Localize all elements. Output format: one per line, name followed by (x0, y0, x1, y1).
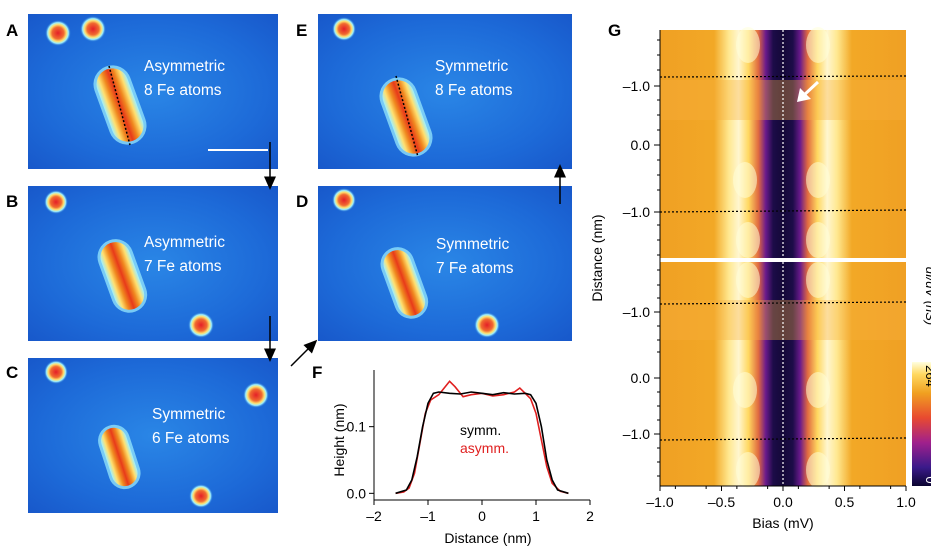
stm-label-atoms: 8 Fe atoms (435, 82, 513, 99)
adatom (474, 312, 500, 338)
didv-map: –1.0 –0.5 0.0 0.5 1.0 –1.0 0.0 –1.0 –1.0 0.0 –1.0… (589, 27, 916, 531)
y-tick-label: 0.0 (631, 137, 651, 153)
y-tick-label: –1.0 (623, 204, 650, 220)
stm-label-type: Asymmetric (144, 58, 225, 75)
adatom (44, 190, 68, 214)
stm-label-type: Symmetric (436, 236, 509, 253)
panel-label-a: A (6, 21, 18, 40)
profile-line (395, 75, 419, 158)
adatom (80, 16, 106, 42)
fe-chain (380, 247, 429, 319)
chain-end-line (659, 209, 907, 213)
fe-chain (97, 239, 148, 313)
x-tick-label: 2 (586, 508, 594, 524)
y-tick-label: –1.0 (623, 426, 650, 442)
stm-panel-c: Symmetric 6 Fe atoms (28, 358, 278, 513)
panel-label-e: E (296, 21, 307, 40)
panel-label-g: G (608, 21, 621, 40)
profile-line (108, 65, 131, 146)
panel-label-f: F (312, 363, 322, 382)
height-profile-chart: –2 –1 0 1 2 0.0 0.1 Distance (nm) Height (nm)… (331, 370, 594, 546)
stm-label-atoms: 8 Fe atoms (144, 82, 222, 99)
stm-label-type: Symmetric (152, 406, 225, 423)
x-tick-label: –1 (420, 508, 436, 524)
x-tick-label: –2 (366, 508, 382, 524)
colorbar: dI/dV (nS) 264 0 (912, 267, 931, 486)
colorbar-min-label: 0 (923, 476, 931, 483)
y-axis-label: Distance (nm) (589, 214, 605, 301)
x-axis-label: Bias (mV) (752, 515, 813, 531)
adatom (332, 17, 356, 41)
stm-panel-d: Symmetric 7 Fe atoms (318, 186, 572, 341)
colorbar-max-label: 264 (923, 365, 931, 387)
colorbar-gradient (912, 362, 931, 486)
adatom (332, 188, 356, 212)
white-arrow (797, 80, 820, 102)
series-line-symm (395, 391, 569, 495)
y-tick-label: –1.0 (623, 304, 650, 320)
stm-label-atoms: 7 Fe atoms (436, 260, 514, 277)
y-tick-label: 0.1 (347, 419, 367, 435)
x-axis-label: Distance (nm) (444, 530, 531, 546)
y-tick-label: 0.0 (631, 370, 651, 386)
chain-end-line (659, 301, 907, 305)
y-axis-label: Height (nm) (331, 403, 347, 476)
adatom (243, 382, 269, 408)
chain-end-line (659, 75, 907, 78)
sequence-arrow-c-to-d (290, 339, 318, 367)
colorbar-label: dI/dV (nS) (923, 267, 931, 326)
stm-panel-a: Asymmetric 8 Fe atoms (28, 14, 278, 169)
stm-panel-e: Symmetric 8 Fe atoms (318, 14, 572, 169)
x-tick-label: 1 (532, 508, 540, 524)
adatom (44, 360, 68, 384)
panel-label-c: C (6, 363, 18, 382)
stm-label-type: Symmetric (435, 58, 508, 75)
fe-chain (98, 424, 141, 490)
stm-label-atoms: 6 Fe atoms (152, 430, 230, 447)
panel-label-d: D (296, 192, 308, 211)
legend-symm: symm. (460, 422, 501, 438)
x-tick-label: –0.5 (708, 494, 735, 510)
chain-end-line (659, 437, 907, 441)
x-tick-label: 0.5 (835, 494, 855, 510)
y-tick-label: 0.0 (347, 485, 367, 501)
fe-chain (379, 77, 433, 157)
x-tick-label: –1.0 (646, 494, 673, 510)
y-tick-label: –1.0 (623, 78, 650, 94)
x-tick-label: 0.0 (773, 494, 793, 510)
x-tick-label: 0 (478, 508, 486, 524)
stm-panel-b: Asymmetric 7 Fe atoms (28, 186, 278, 341)
legend-asymm: asymm. (460, 440, 509, 456)
stm-label-atoms: 7 Fe atoms (144, 258, 222, 275)
adatom (188, 312, 214, 338)
adatom (45, 20, 71, 46)
x-tick-label: 1.0 (896, 494, 916, 510)
panel-label-b: B (6, 192, 18, 211)
adatom (189, 484, 213, 508)
stm-label-type: Asymmetric (144, 234, 225, 251)
